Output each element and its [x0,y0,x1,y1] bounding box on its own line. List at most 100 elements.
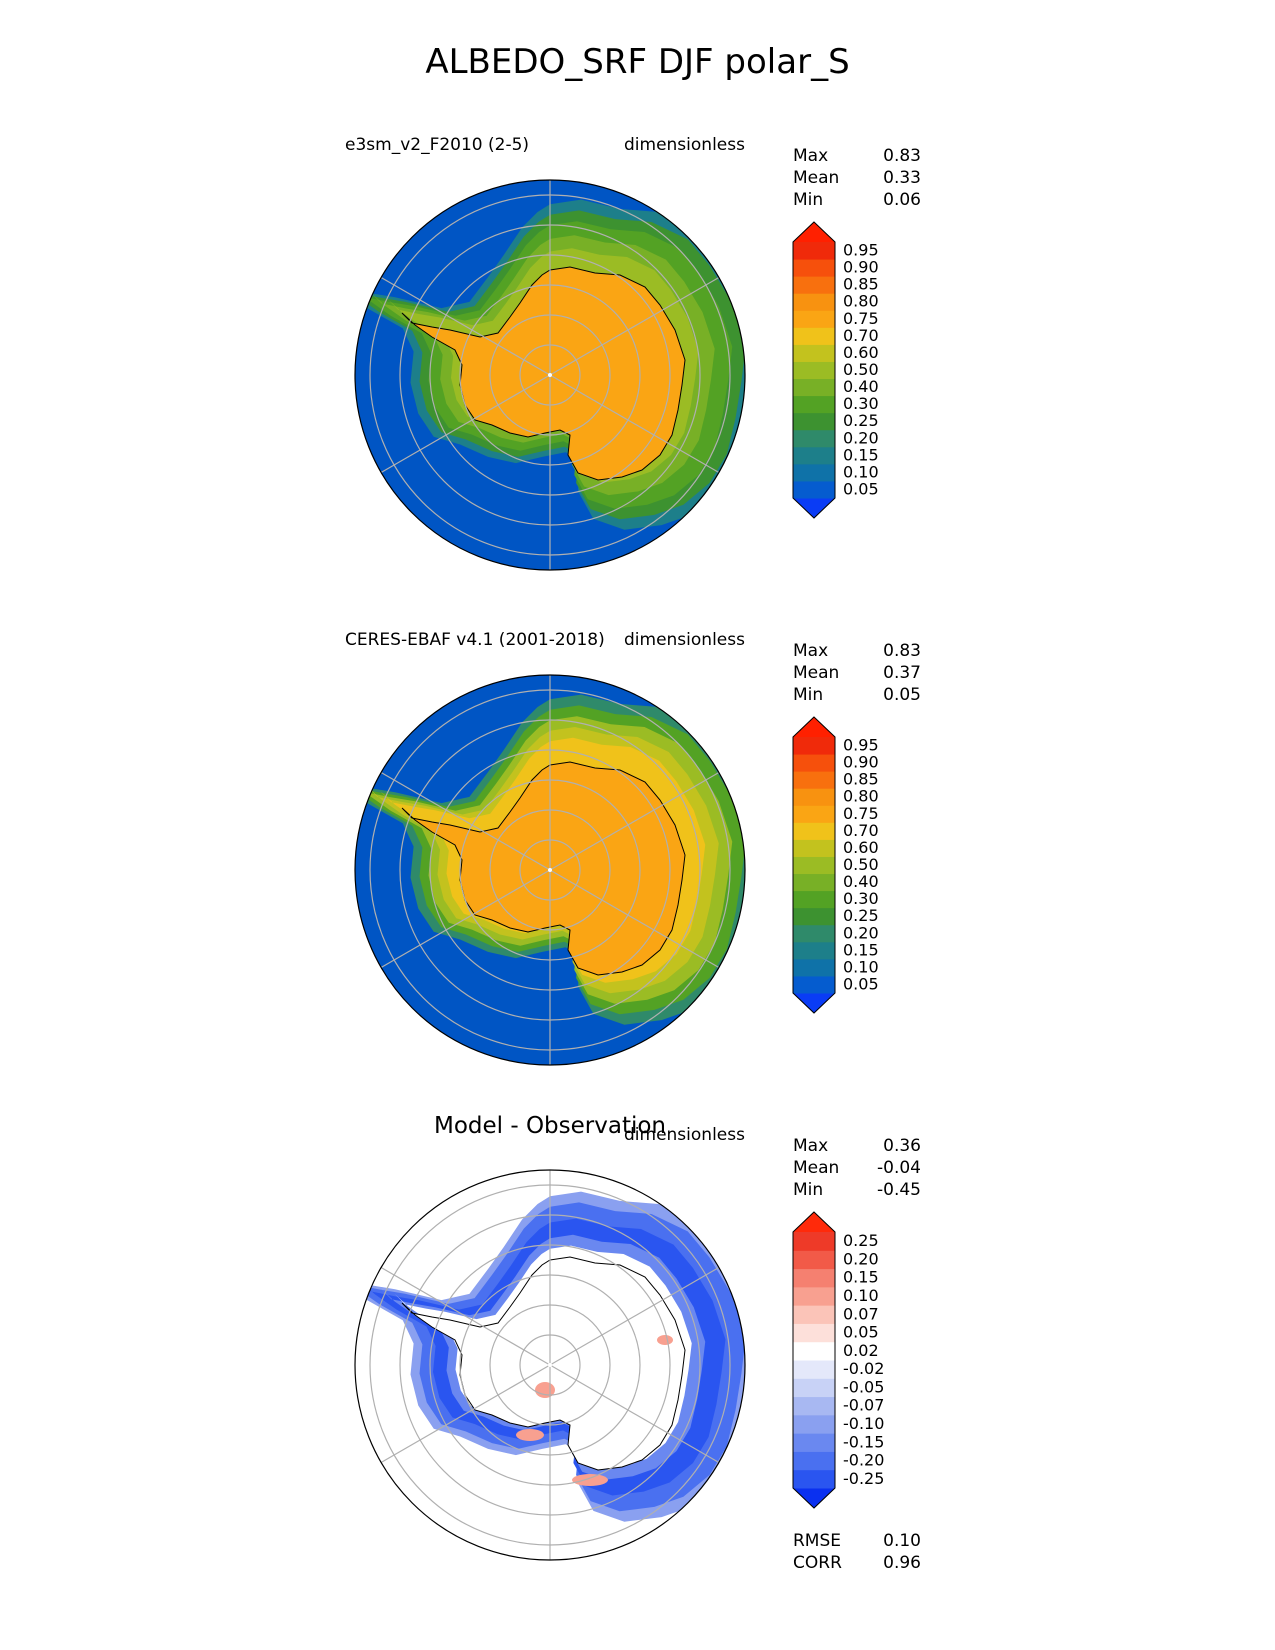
colorbar-tick-label: 0.15 [843,1268,879,1287]
colorbar-tick-label: 0.70 [843,821,879,840]
colorbar-band [793,975,835,994]
colorbar-tick-label: 0.40 [843,377,879,396]
colorbar-band [793,1250,835,1270]
reference-panel: CERES-EBAF v4.1 (2001-2018) dimensionles… [0,630,1275,1110]
colorbar-band [793,395,835,414]
colorbar-tick-label: 0.25 [843,1231,879,1250]
colorbar-tick-label: 0.20 [843,923,879,942]
colorbar-extend-low [793,498,835,518]
panel-units: dimensionless [624,135,745,155]
colorbar-band [793,737,835,755]
panel-units: dimensionless [624,630,745,650]
colorbar-tick-label: 0.60 [843,838,879,857]
colorbar-band [793,1360,835,1379]
meridian-gridline [549,276,720,376]
colorbar-tick-label: 0.90 [843,258,879,277]
colorbar-band [793,327,835,345]
colorbar-band [793,907,835,926]
colorbar-tick-label: 0.05 [843,479,879,498]
stat-mean: Mean 0.37 [793,663,921,683]
colorbar-band [793,1232,835,1251]
stat-max: Max 0.83 [793,146,921,166]
colorbar-band [793,1378,835,1398]
meridian-gridline [380,1266,551,1366]
colorbar-tick-label: 0.70 [843,326,879,345]
panel-units: dimensionless [624,1125,745,1145]
colorbar-extend-high [793,717,835,737]
colorbar-band [793,259,835,277]
colorbar-tick-label: 0.75 [843,804,879,823]
colorbar-extend-high [793,1212,835,1232]
stat-min: Min 0.05 [793,685,921,705]
colorbar-band [793,1451,835,1471]
colorbar-tick-label: 0.25 [843,906,879,925]
positive-bias-patch [657,1335,673,1345]
colorbar-tick-label: -0.02 [843,1359,884,1378]
colorbar-tick-label: 0.80 [843,787,879,806]
colorbar-tick-label: 0.60 [843,343,879,362]
colorbar-tick-label: 0.30 [843,889,879,908]
colorbar-tick-label: 0.07 [843,1304,879,1323]
colorbar-band [793,412,835,431]
colorbar-band [793,1396,835,1416]
meridian-gridline [380,869,551,969]
colorbar-extend-high [793,222,835,242]
stat-max: Max 0.36 [793,1136,921,1156]
colorbar-band [793,1433,835,1452]
colorbar-tick-label: 0.85 [843,275,879,294]
colorbar-tick-label: 0.80 [843,292,879,311]
meridian-gridline [549,1266,720,1366]
colorbar-tick-label: 0.10 [843,1286,879,1305]
map-boundary [354,674,746,1066]
colorbar-tick-label: 0.05 [843,1323,879,1342]
polar-map [354,674,746,1066]
colorbar-outline [792,1211,836,1509]
colorbar-tick-label: 0.25 [843,411,879,430]
colorbar-band [793,805,835,823]
colorbar-outline [792,716,836,1014]
colorbar-tick-label: -0.20 [843,1451,884,1470]
colorbar: 0.050.100.150.200.250.300.400.500.600.70… [792,221,879,519]
pole-marker [548,1363,552,1367]
difference-panel: Model - Observation dimensionless Max 0.3… [0,1113,1275,1605]
meridian-gridline [549,869,720,969]
colorbar-band [793,856,835,875]
colorbar-tick-label: 0.95 [843,241,879,260]
positive-bias-patch [516,1429,544,1441]
meridian-gridline [380,276,551,376]
colorbar-band [793,480,835,499]
colorbar-tick-label: 0.30 [843,394,879,413]
colorbar: 0.050.100.150.200.250.300.400.500.600.70… [792,716,879,1014]
colorbar-band [793,242,835,260]
colorbar-band [793,429,835,448]
stats-box: Max 0.83 Mean 0.37 Min 0.05 [793,640,921,706]
colorbar-band [793,771,835,789]
ice-sheet [401,266,686,481]
colorbar-tick-label: 0.10 [843,957,879,976]
colorbar-tick-label: 0.05 [843,974,879,993]
colorbar-band [793,361,835,380]
pole-marker [548,373,552,377]
colorbar-band [793,446,835,465]
map-boundary [354,179,746,571]
meridian-gridline [380,374,551,474]
positive-bias-patch [535,1382,555,1398]
colorbar-band [793,941,835,960]
colorbar-band [793,463,835,482]
colorbar-band [793,1268,835,1288]
colorbar-band [793,1469,835,1489]
colorbar-outline [792,221,836,519]
colorbar-tick-label: 0.20 [843,428,879,447]
colorbar-band [793,924,835,943]
meridian-gridline [380,1364,551,1464]
positive-bias-patch [572,1474,608,1486]
colorbar-tick-label: 0.15 [843,940,879,959]
stat-corr: CORR 0.96 [793,1553,921,1573]
meridian-gridline [549,1364,720,1464]
rmse-corr-box: RMSE 0.10 CORR 0.96 [793,1530,921,1574]
colorbar-band [793,788,835,806]
stat-mean: Mean 0.33 [793,168,921,188]
polar-map [354,1169,746,1561]
colorbar-tick-label: 0.85 [843,770,879,789]
stat-mean: Mean -0.04 [793,1158,921,1178]
